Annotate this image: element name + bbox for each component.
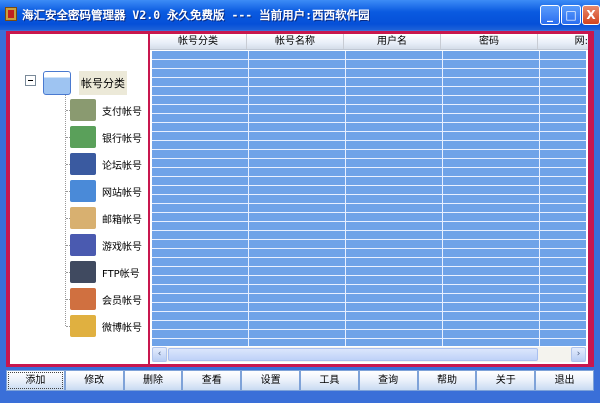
column-header[interactable]: 密码 [441, 34, 538, 49]
tree-item[interactable]: 游戏帐号 [70, 234, 142, 256]
collapse-toggle[interactable] [25, 75, 36, 86]
calculator-icon [70, 99, 96, 121]
button-9[interactable]: 退出 [535, 370, 594, 391]
tree-item-label: 银行帐号 [102, 133, 142, 145]
tree-root-label: 帐号分类 [79, 71, 127, 95]
button-4[interactable]: 设置 [241, 370, 300, 391]
column-divider [539, 51, 540, 346]
tree-line [65, 92, 66, 326]
window-title: 海汇安全密码管理器 V2.0 永久免费版 --- 当前用户:西西软件园 [22, 8, 370, 22]
tree-item-label: 论坛帐号 [102, 160, 142, 172]
tree-item[interactable]: 会员帐号 [70, 288, 142, 310]
column-divider [442, 51, 443, 346]
forum-window-icon [70, 153, 96, 175]
tree-item-label: 网站帐号 [102, 187, 142, 199]
button-5[interactable]: 工具 [299, 370, 359, 391]
document-icon [70, 315, 96, 337]
action-bar: 添加 修改 删除 查看 设置 工具 查询 帮助 关于 退出 [6, 370, 594, 391]
tree-item[interactable]: FTP帐号 [70, 261, 140, 283]
button-2[interactable]: 删除 [123, 370, 183, 391]
button-0[interactable]: 添加 [6, 370, 65, 391]
tree-item-label: 微博帐号 [102, 322, 142, 334]
scroll-left-arrow-icon[interactable]: ‹ [152, 347, 167, 362]
tree-item-label: 支付帐号 [102, 106, 142, 118]
column-header[interactable]: 帐号名称 [247, 34, 344, 49]
scroll-right-arrow-icon[interactable]: › [571, 347, 586, 362]
table-header: 帐号分类 帐号名称 用户名 密码 网: [150, 34, 588, 50]
computer-icon [70, 261, 96, 283]
minimize-button[interactable]: _ [540, 5, 560, 25]
column-divider [345, 51, 346, 346]
tree-item-label: 邮箱帐号 [102, 214, 142, 226]
button-7[interactable]: 帮助 [417, 370, 477, 391]
category-tree[interactable]: 帐号分类 支付帐号银行帐号论坛帐号网站帐号邮箱帐号游戏帐号 FTP帐号会员帐号微博… [10, 34, 148, 364]
tree-item-label: 游戏帐号 [102, 241, 142, 253]
column-divider [248, 51, 249, 346]
app-icon [5, 7, 17, 21]
button-8[interactable]: 关于 [476, 370, 536, 391]
close-button[interactable]: X [582, 5, 600, 25]
tree-item[interactable]: 邮箱帐号 [70, 207, 142, 229]
column-header[interactable]: 帐号分类 [150, 34, 247, 49]
scroll-thumb[interactable] [168, 348, 538, 361]
tree-item[interactable]: 支付帐号 [70, 99, 142, 121]
envelope-icon [70, 207, 96, 229]
maximize-button[interactable]: □ [561, 5, 581, 25]
gamepad-icon [70, 234, 96, 256]
tree-item-label: 会员帐号 [102, 295, 142, 307]
title-bar: 海汇安全密码管理器 V2.0 永久免费版 --- 当前用户:西西软件园 _ □ … [0, 0, 600, 30]
bank-card-icon [70, 126, 96, 148]
tree-root[interactable]: 帐号分类 [43, 71, 127, 95]
tree-item[interactable]: 论坛帐号 [70, 153, 142, 175]
users-icon [70, 288, 96, 310]
tree-item-label: FTP帐号 [102, 268, 140, 280]
account-table[interactable]: 帐号分类 帐号名称 用户名 密码 网: ‹ › [150, 34, 588, 364]
tree-item[interactable]: 微博帐号 [70, 315, 142, 337]
horizontal-scrollbar[interactable]: ‹ › [152, 347, 586, 362]
column-header[interactable]: 网: [574, 36, 588, 47]
button-3[interactable]: 查看 [182, 370, 242, 391]
column-header[interactable]: 用户名 [344, 34, 441, 49]
button-6[interactable]: 查询 [358, 370, 418, 391]
tree-item[interactable]: 网站帐号 [70, 180, 142, 202]
button-1[interactable]: 修改 [64, 370, 124, 391]
network-icon [70, 180, 96, 202]
tree-item[interactable]: 银行帐号 [70, 126, 142, 148]
table-rows[interactable] [152, 51, 586, 346]
category-list-icon [43, 71, 71, 95]
